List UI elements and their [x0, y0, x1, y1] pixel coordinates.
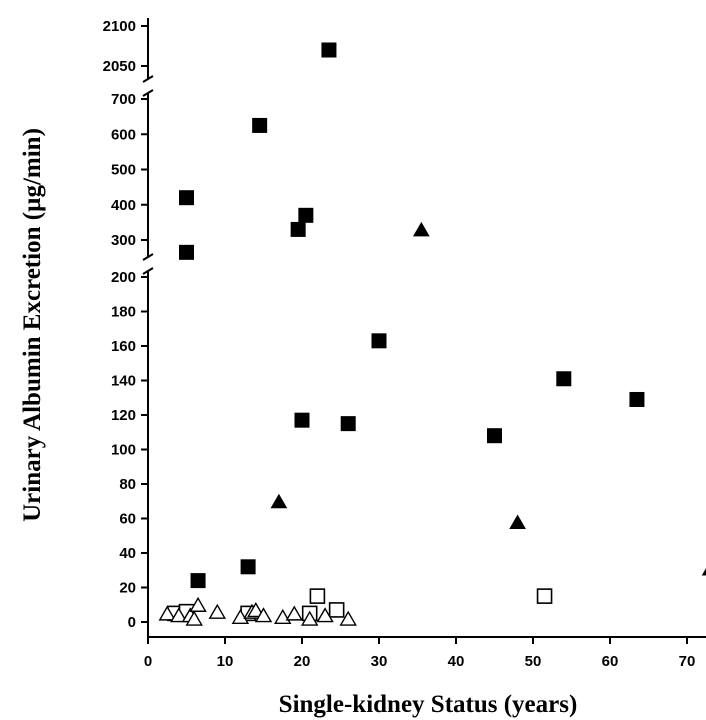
data-point-filled-triangle: [270, 493, 288, 509]
axis-break-mark: [142, 267, 154, 275]
data-point-open-triangle: [158, 605, 176, 621]
data-point-open-triangle: [285, 605, 304, 621]
x-axis-title: Single-kidney Status (years): [279, 691, 578, 718]
data-point-filled-triangle: [509, 514, 526, 529]
data-point-open-triangle: [300, 610, 319, 626]
axis-break-mark: [142, 89, 154, 97]
data-point-filled-square: [556, 371, 572, 387]
data-points: [158, 42, 706, 626]
ticks: 0204060801001201401601802003004005006007…: [103, 18, 696, 670]
data-point-open-triangle: [316, 607, 334, 623]
data-point-filled-square: [252, 117, 268, 133]
y-tick-label: 0: [128, 614, 136, 631]
y-axis-title: Urinary Albumin Excretion (µg/min): [19, 128, 46, 522]
data-point-filled-square: [340, 416, 356, 432]
data-point-filled-square: [290, 221, 306, 237]
data-point-open-square: [328, 602, 345, 618]
data-point-filled-square: [179, 190, 194, 206]
data-point-filled-triangle: [701, 568, 706, 576]
data-point-filled-square: [179, 244, 194, 260]
y-tick-label: 140: [111, 373, 136, 390]
data-point-filled-square: [294, 412, 310, 428]
y-tick-label: 160: [111, 338, 136, 355]
y-tick-label: 180: [111, 304, 136, 321]
data-point-filled-square: [371, 333, 387, 349]
y-tick-label: 700: [111, 91, 136, 108]
y-tick-label: 80: [119, 476, 136, 493]
x-tick-label: 10: [217, 653, 234, 670]
y-tick-label: 40: [119, 545, 136, 562]
y-tick-label: 100: [111, 442, 136, 459]
data-point-filled-square: [298, 207, 314, 223]
y-tick-label: 120: [111, 407, 136, 424]
data-point-filled-square: [240, 559, 256, 575]
data-point-open-triangle: [189, 596, 207, 612]
data-point-filled-square: [190, 573, 206, 589]
data-point-open-triangle: [208, 603, 227, 619]
data-point-open-triangle: [170, 607, 188, 623]
data-point-open-triangle: [231, 608, 250, 625]
data-point-open-square: [536, 588, 553, 604]
axis-break-mark: [142, 75, 154, 83]
data-point-filled-square: [321, 42, 337, 58]
y-tick-label: 200: [111, 269, 136, 286]
x-tick-label: 20: [294, 653, 311, 670]
y-tick-label: 400: [111, 197, 136, 214]
y-tick-label: 300: [111, 232, 136, 249]
data-point-filled-square: [629, 391, 645, 407]
data-point-open-triangle: [247, 602, 265, 618]
y-tick-label: 2050: [103, 58, 136, 75]
x-tick-label: 30: [371, 653, 388, 670]
y-tick-label: 500: [111, 162, 136, 179]
data-point-open-triangle: [254, 607, 273, 623]
y-tick-label: 600: [111, 126, 136, 143]
y-tick-label: 20: [119, 580, 136, 597]
axes: [142, 18, 706, 638]
x-tick-label: 60: [602, 653, 619, 670]
x-tick-label: 40: [448, 653, 465, 670]
x-tick-label: 50: [525, 653, 542, 670]
data-point-filled-triangle: [412, 221, 430, 237]
x-tick-label: 0: [144, 653, 152, 670]
x-tick-label: 70: [679, 653, 696, 670]
data-point-open-triangle: [185, 610, 203, 626]
data-point-filled-square: [487, 428, 502, 444]
y-tick-label: 60: [119, 511, 136, 528]
data-point-open-square: [309, 588, 326, 604]
axis-break-mark: [142, 253, 154, 261]
data-point-open-triangle: [339, 610, 357, 626]
y-tick-label: 2100: [103, 18, 136, 35]
